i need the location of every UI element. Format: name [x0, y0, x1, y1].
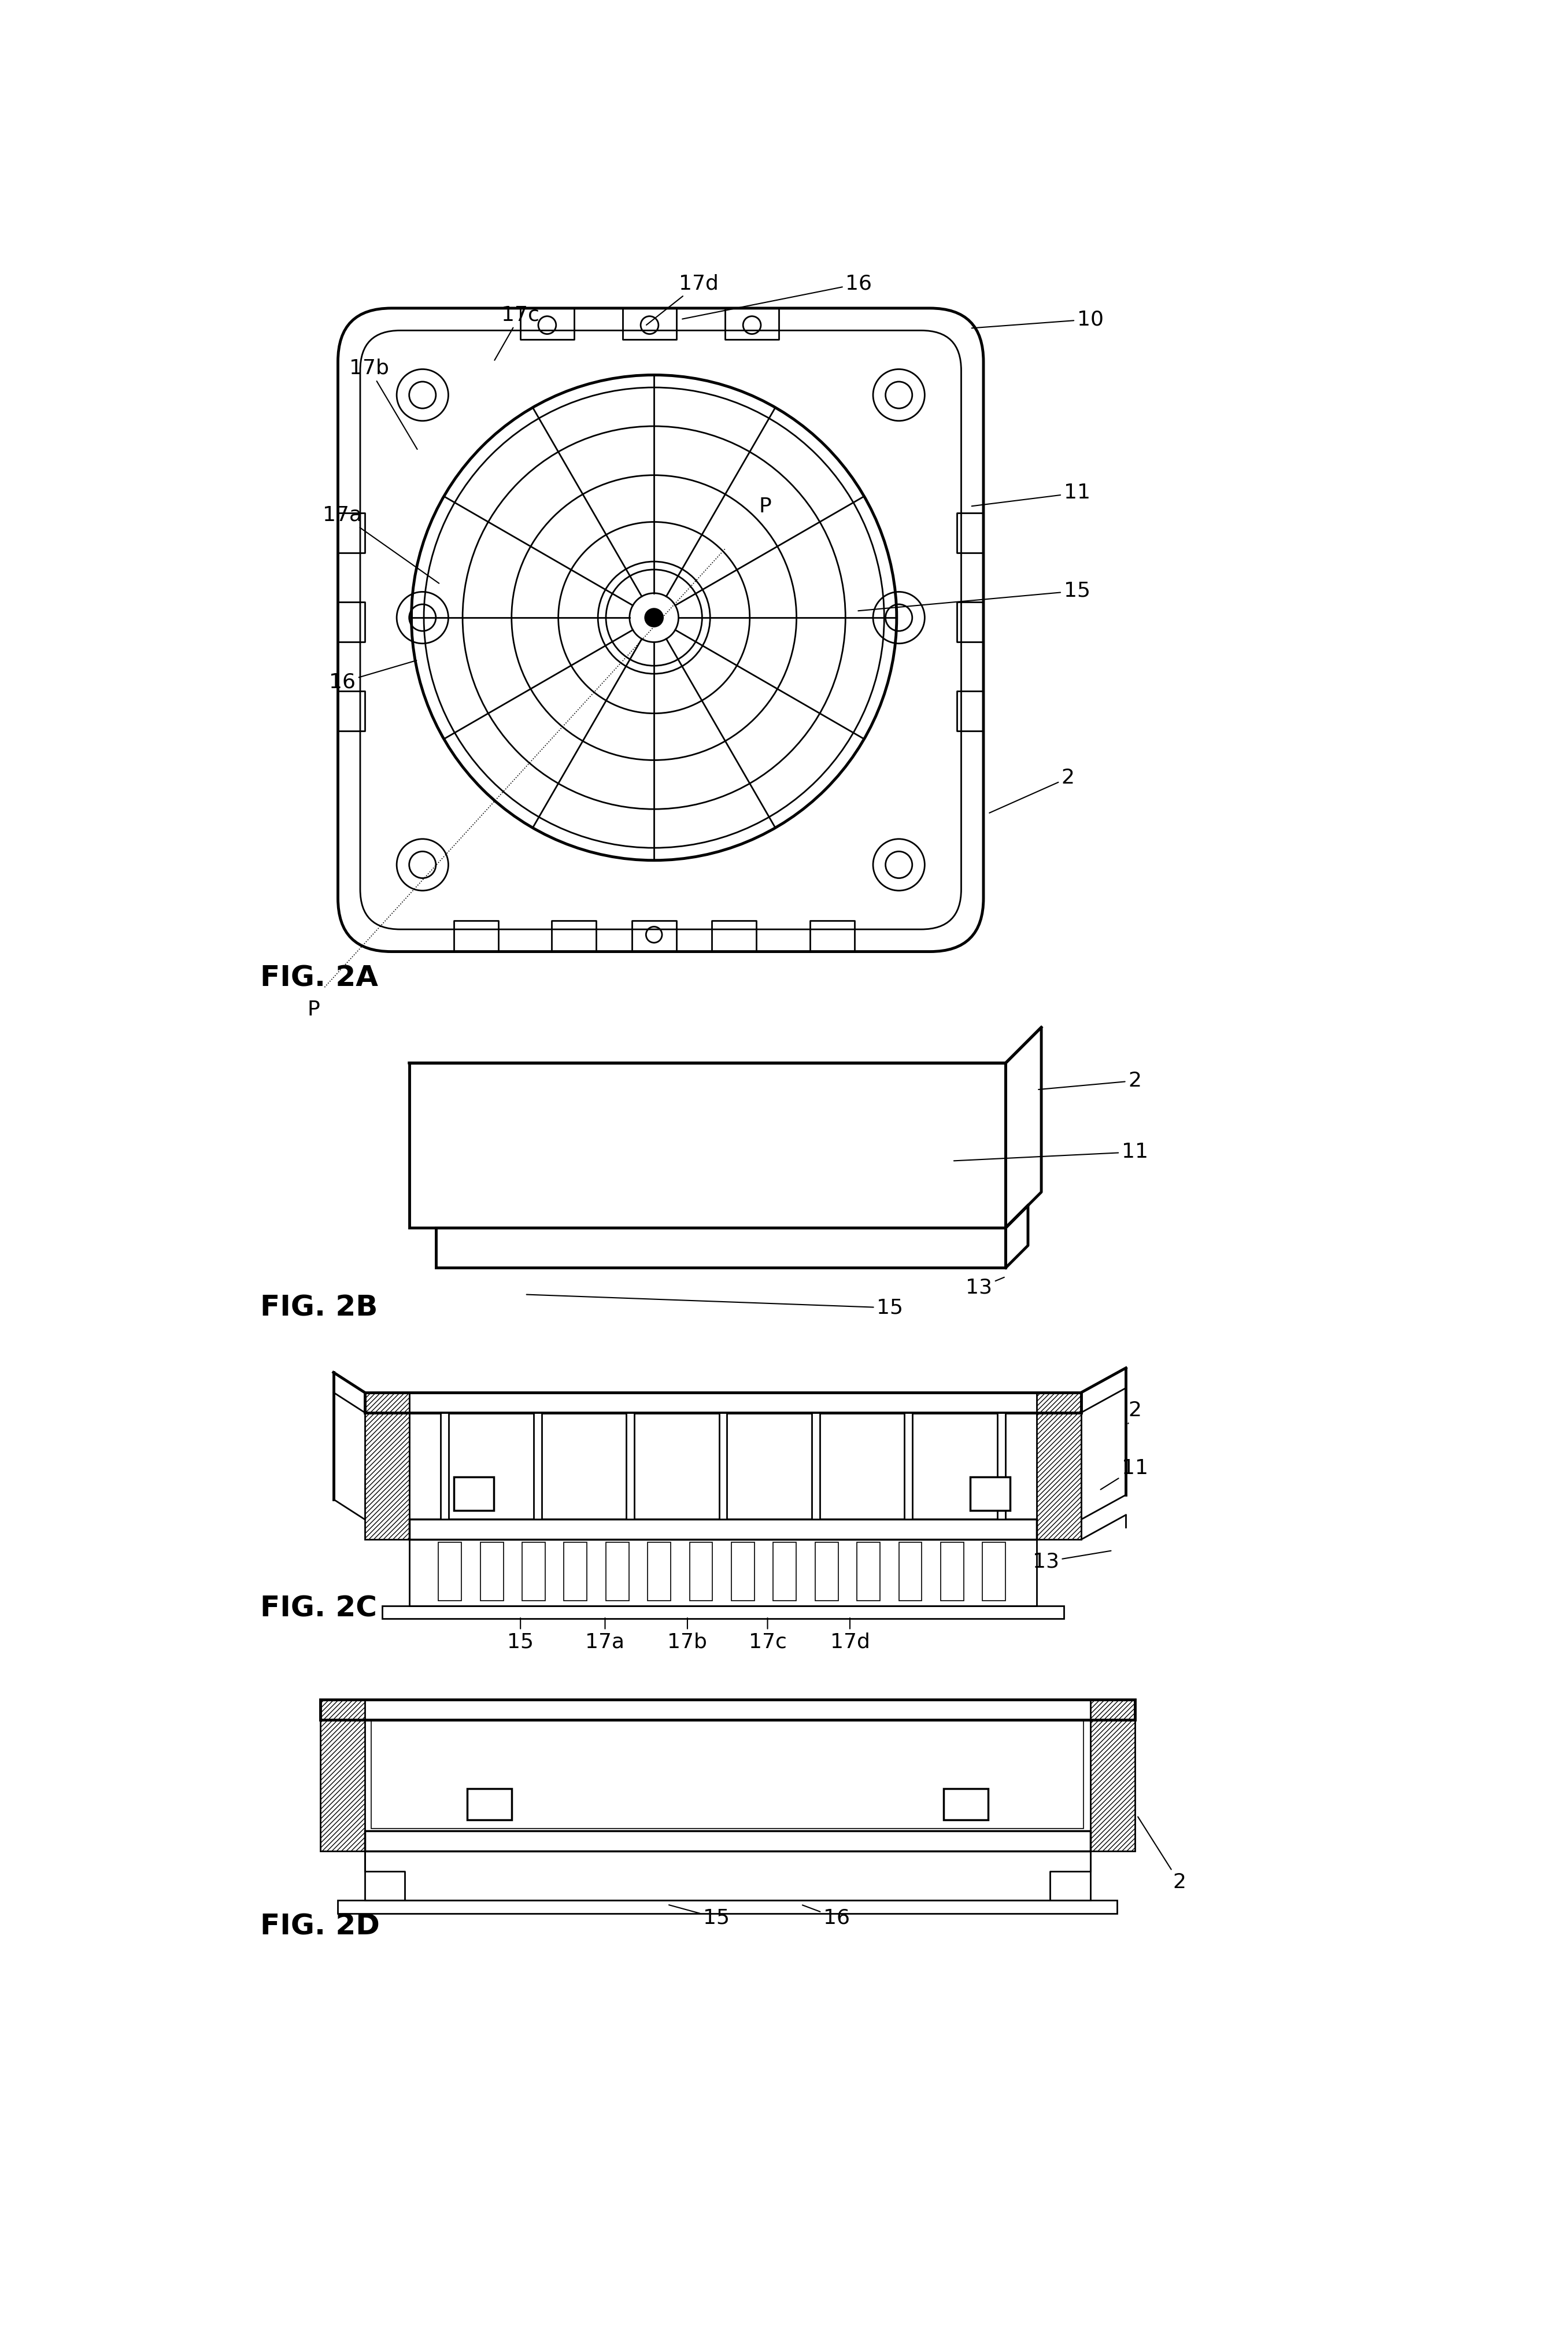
Text: P: P: [759, 496, 771, 517]
Bar: [467, 1789, 511, 1820]
Text: 16: 16: [329, 661, 417, 691]
Bar: [453, 1478, 494, 1510]
Bar: [812, 1412, 820, 1520]
Bar: [365, 1392, 1082, 1412]
Text: FIG. 2C: FIG. 2C: [260, 1594, 376, 1622]
Bar: [605, 1543, 629, 1601]
Bar: [339, 1901, 1116, 1913]
Text: 11: 11: [1101, 1459, 1148, 1489]
Circle shape: [644, 610, 663, 626]
Text: 17d: 17d: [646, 275, 718, 326]
Bar: [898, 1543, 922, 1601]
Text: 11: 11: [953, 1143, 1148, 1161]
Bar: [383, 1606, 1063, 1620]
Bar: [773, 1543, 797, 1601]
Text: 15: 15: [858, 582, 1090, 610]
Text: 16: 16: [682, 275, 872, 319]
Bar: [365, 1392, 409, 1540]
Text: P: P: [307, 1001, 320, 1019]
Text: 17b: 17b: [668, 1617, 707, 1652]
Text: 2: 2: [1138, 1817, 1185, 1892]
Text: FIG. 2B: FIG. 2B: [260, 1294, 378, 1322]
Text: 17c: 17c: [748, 1617, 787, 1652]
Text: FIG. 2A: FIG. 2A: [260, 963, 378, 991]
Bar: [815, 1543, 839, 1601]
Text: 17b: 17b: [350, 358, 417, 449]
Bar: [941, 1543, 964, 1601]
Bar: [320, 1699, 365, 1850]
Bar: [1090, 1699, 1135, 1850]
Text: 10: 10: [972, 309, 1104, 328]
Bar: [409, 1540, 1036, 1606]
Bar: [409, 1063, 1005, 1229]
Bar: [564, 1543, 586, 1601]
Text: 15: 15: [527, 1294, 903, 1317]
Text: 17a: 17a: [323, 505, 439, 584]
Text: 2: 2: [989, 768, 1074, 812]
Bar: [320, 1699, 1135, 1720]
Text: 2: 2: [1127, 1401, 1142, 1424]
Bar: [971, 1478, 1010, 1510]
Bar: [648, 1543, 671, 1601]
Text: 13: 13: [1032, 1550, 1112, 1571]
Bar: [731, 1543, 754, 1601]
Text: 17c: 17c: [494, 305, 539, 361]
Text: 17d: 17d: [829, 1617, 870, 1652]
Bar: [690, 1543, 712, 1601]
Text: 11: 11: [972, 484, 1090, 507]
Bar: [944, 1789, 988, 1820]
Text: 13: 13: [966, 1278, 1004, 1298]
Text: 17a: 17a: [585, 1617, 624, 1652]
Bar: [365, 1850, 1090, 1901]
Bar: [365, 1831, 1090, 1850]
Bar: [983, 1543, 1005, 1601]
Bar: [720, 1412, 728, 1520]
Bar: [436, 1229, 1005, 1268]
Bar: [533, 1412, 541, 1520]
Text: 16: 16: [803, 1906, 850, 1927]
Bar: [372, 1720, 1083, 1829]
Bar: [441, 1412, 448, 1520]
Text: 15: 15: [506, 1617, 533, 1652]
Text: FIG. 2D: FIG. 2D: [260, 1913, 379, 1941]
Bar: [522, 1543, 546, 1601]
Bar: [997, 1412, 1005, 1520]
Text: 2: 2: [1038, 1070, 1142, 1091]
Text: 15: 15: [670, 1906, 729, 1927]
Bar: [409, 1520, 1036, 1540]
Bar: [1036, 1392, 1082, 1540]
Bar: [626, 1412, 635, 1520]
Bar: [480, 1543, 503, 1601]
Bar: [858, 1543, 880, 1601]
Bar: [905, 1412, 913, 1520]
Bar: [439, 1543, 461, 1601]
